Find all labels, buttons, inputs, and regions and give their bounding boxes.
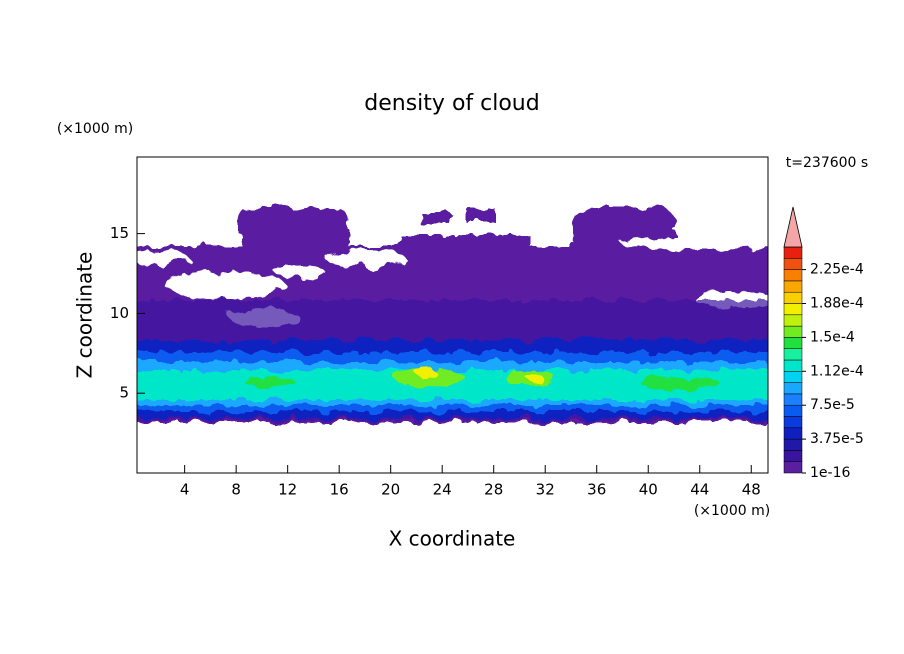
x-tick-label: 4: [180, 481, 190, 499]
x-axis-label: X coordinate: [389, 527, 516, 551]
x-tick-label: 20: [381, 481, 400, 499]
x-tick-label: 40: [639, 481, 658, 499]
colorbar-band: [783, 450, 803, 462]
colorbar-band: [783, 427, 803, 440]
y-tick-label: 5: [119, 384, 129, 402]
x-unit: (×1000 m): [694, 503, 770, 519]
colorbar-band: [783, 325, 803, 338]
chart-title: density of cloud: [364, 91, 539, 116]
colorbar-tick-label: 1.12e-4: [810, 363, 864, 379]
plot-frame: [136, 156, 769, 474]
colorbar-band: [783, 382, 803, 395]
colorbar-band: [783, 269, 803, 282]
contour-field: [137, 208, 768, 422]
x-tick-label: 36: [587, 481, 606, 499]
colorbar-band: [783, 393, 803, 406]
x-tick-label: 44: [690, 481, 709, 499]
x-tick-label: 12: [278, 481, 297, 499]
y-axis-label: Z coordinate: [73, 252, 97, 379]
colorbar-band: [783, 371, 803, 383]
x-tick-label: 32: [536, 481, 555, 499]
colorbar-band: [783, 337, 803, 349]
colorbar-band: [783, 359, 803, 372]
colorbar-tick-label: 3.75e-5: [810, 431, 864, 447]
colorbar-tick-label: 1e-16: [810, 465, 850, 481]
colorbar-band: [783, 438, 803, 451]
x-tick-label: 24: [433, 481, 452, 499]
colorbar-band: [783, 461, 803, 474]
colorbar-tick-label: 1.88e-4: [810, 296, 864, 312]
colorbar-band: [783, 291, 803, 304]
time-label: t=237600 s: [786, 155, 868, 171]
y-unit: (×1000 m): [57, 121, 133, 137]
x-tick-label: 48: [742, 481, 761, 499]
colorbar-band: [783, 258, 803, 270]
colorbar-band: [783, 348, 803, 361]
colorbar-tick-label: 1.5e-4: [810, 329, 855, 345]
colorbar-extend: [783, 206, 803, 248]
colorbar-tick-label: 2.25e-4: [810, 262, 864, 278]
colorbar-band: [783, 280, 803, 293]
y-tick-label: 15: [110, 224, 129, 242]
colorbar-band: [783, 246, 803, 259]
colorbar-band: [783, 314, 803, 327]
colorbar-band: [783, 404, 803, 417]
x-tick-label: 28: [484, 481, 503, 499]
colorbar-band: [783, 416, 803, 429]
y-tick-label: 10: [110, 304, 129, 322]
x-tick-label: 8: [231, 481, 241, 499]
colorbar-band: [783, 303, 803, 316]
x-tick-label: 16: [330, 481, 349, 499]
colorbar-tick-label: 7.5e-5: [810, 397, 855, 413]
